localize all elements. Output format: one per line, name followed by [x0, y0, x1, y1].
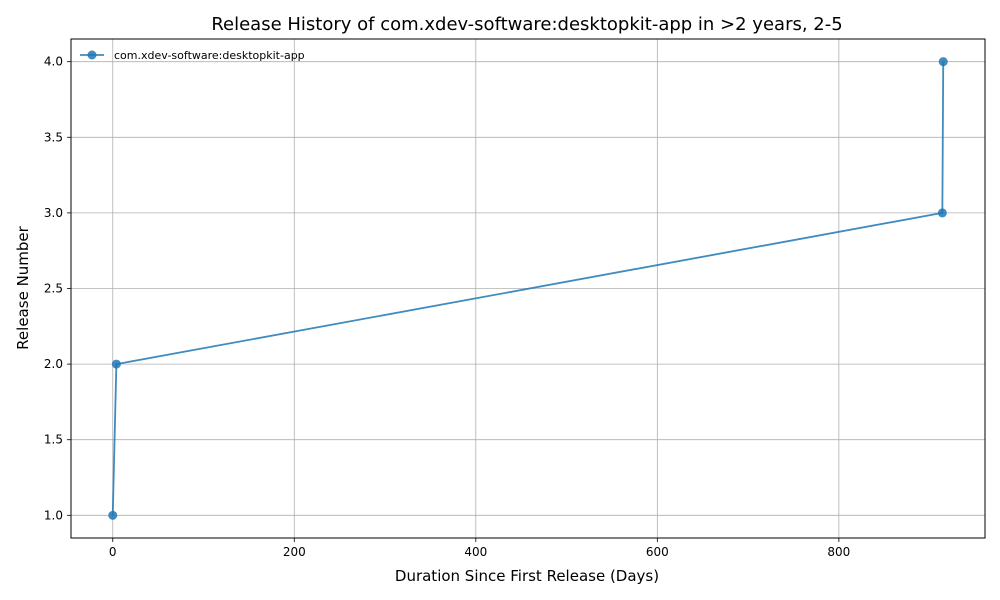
y-tick-label: 4.0: [44, 55, 63, 69]
legend-entry-label: com.xdev-software:desktopkit-app: [114, 49, 305, 62]
y-tick-label: 1.5: [44, 433, 63, 447]
x-tick-label: 600: [646, 545, 669, 559]
x-tick-label: 0: [109, 545, 117, 559]
y-tick-label: 3.0: [44, 206, 63, 220]
series-line: [111, 61, 945, 516]
y-axis-label: Release Number: [14, 225, 32, 349]
data-point: [937, 208, 947, 218]
data-point: [108, 510, 118, 520]
legend: com.xdev-software:desktopkit-app: [80, 49, 305, 62]
x-tick-label: 800: [827, 545, 850, 559]
axis-ticks: 0 200 400 600 800 1.0 1.5 2.0 2.5 3.0 3.5 4.0: [44, 55, 850, 559]
legend-marker-swatch: [87, 50, 97, 60]
series-layer: [108, 57, 948, 520]
y-tick-label: 2.0: [44, 357, 63, 371]
y-tick-label: 1.0: [44, 508, 63, 522]
x-tick-label: 400: [464, 545, 487, 559]
data-point: [111, 359, 121, 369]
data-point: [938, 57, 948, 67]
y-tick-label: 3.5: [44, 130, 63, 144]
x-axis-label: Duration Since First Release (Days): [395, 567, 659, 585]
y-tick-label: 2.5: [44, 282, 63, 296]
chart-title: Release History of com.xdev-software:des…: [211, 14, 842, 35]
x-tick-label: 200: [283, 545, 306, 559]
